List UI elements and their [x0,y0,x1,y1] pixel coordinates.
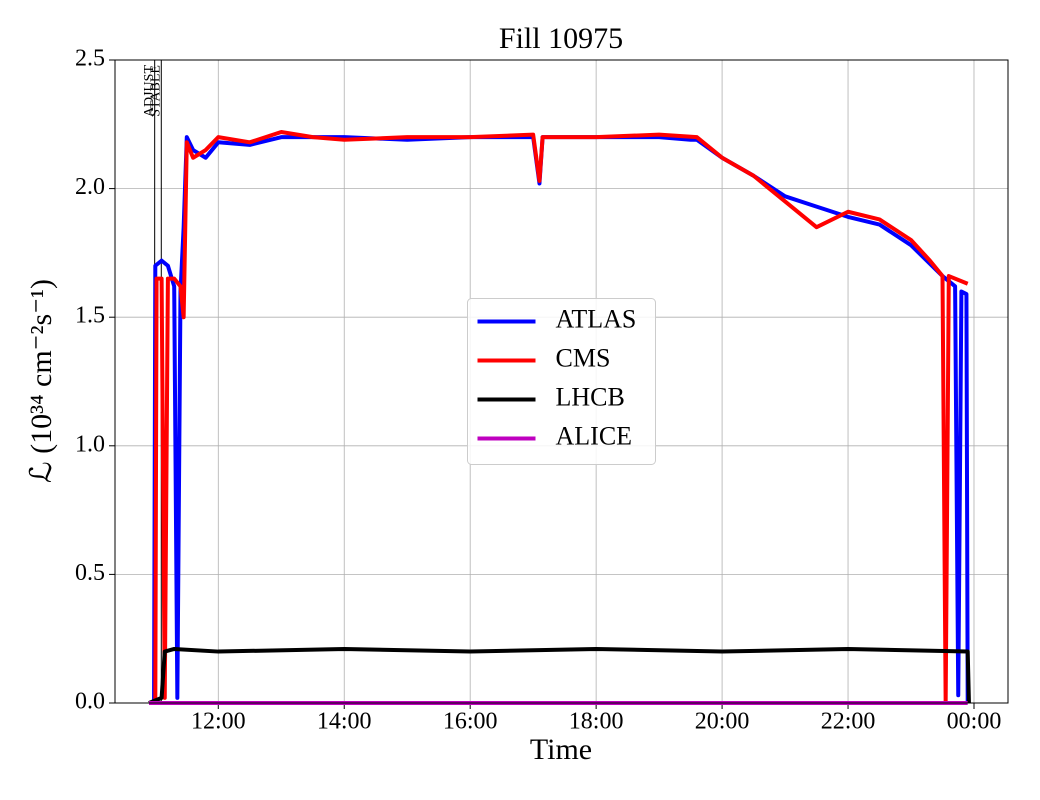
chart-title: Fill 10975 [499,22,623,55]
y-axis-label: ℒ (10³⁴ cm⁻²s⁻¹) [25,279,58,483]
x-tick-label: 18:00 [569,709,624,735]
legend-label: ALICE [556,421,633,450]
legend-label: ATLAS [556,304,637,333]
x-tick-label: 14:00 [317,709,372,735]
x-axis-label: Time [530,733,592,766]
x-tick-label: 22:00 [821,709,876,735]
y-tick-label: 1.5 [75,303,105,329]
legend-label: CMS [556,343,611,372]
y-tick-label: 2.0 [75,174,105,200]
y-tick-label: 2.5 [75,46,105,72]
x-tick-label: 16:00 [443,709,498,735]
annotation-label: STABLE [149,65,164,117]
x-tick-label: 20:00 [695,709,750,735]
series-line [148,646,971,705]
x-tick-label: 00:00 [947,709,1002,735]
legend-box [467,298,656,465]
annotation-label: ADJUST [142,65,157,118]
legend: ATLAS CMS LHCB ALICE [467,298,656,465]
plot-frame [114,59,1009,704]
x-tick-label: 12:00 [191,709,246,735]
series-line [149,130,969,705]
legend-label: LHCB [556,382,625,411]
y-tick-label: 0.0 [75,689,105,715]
y-tick-label: 1.0 [75,431,105,457]
y-tick-label: 0.5 [75,560,105,586]
